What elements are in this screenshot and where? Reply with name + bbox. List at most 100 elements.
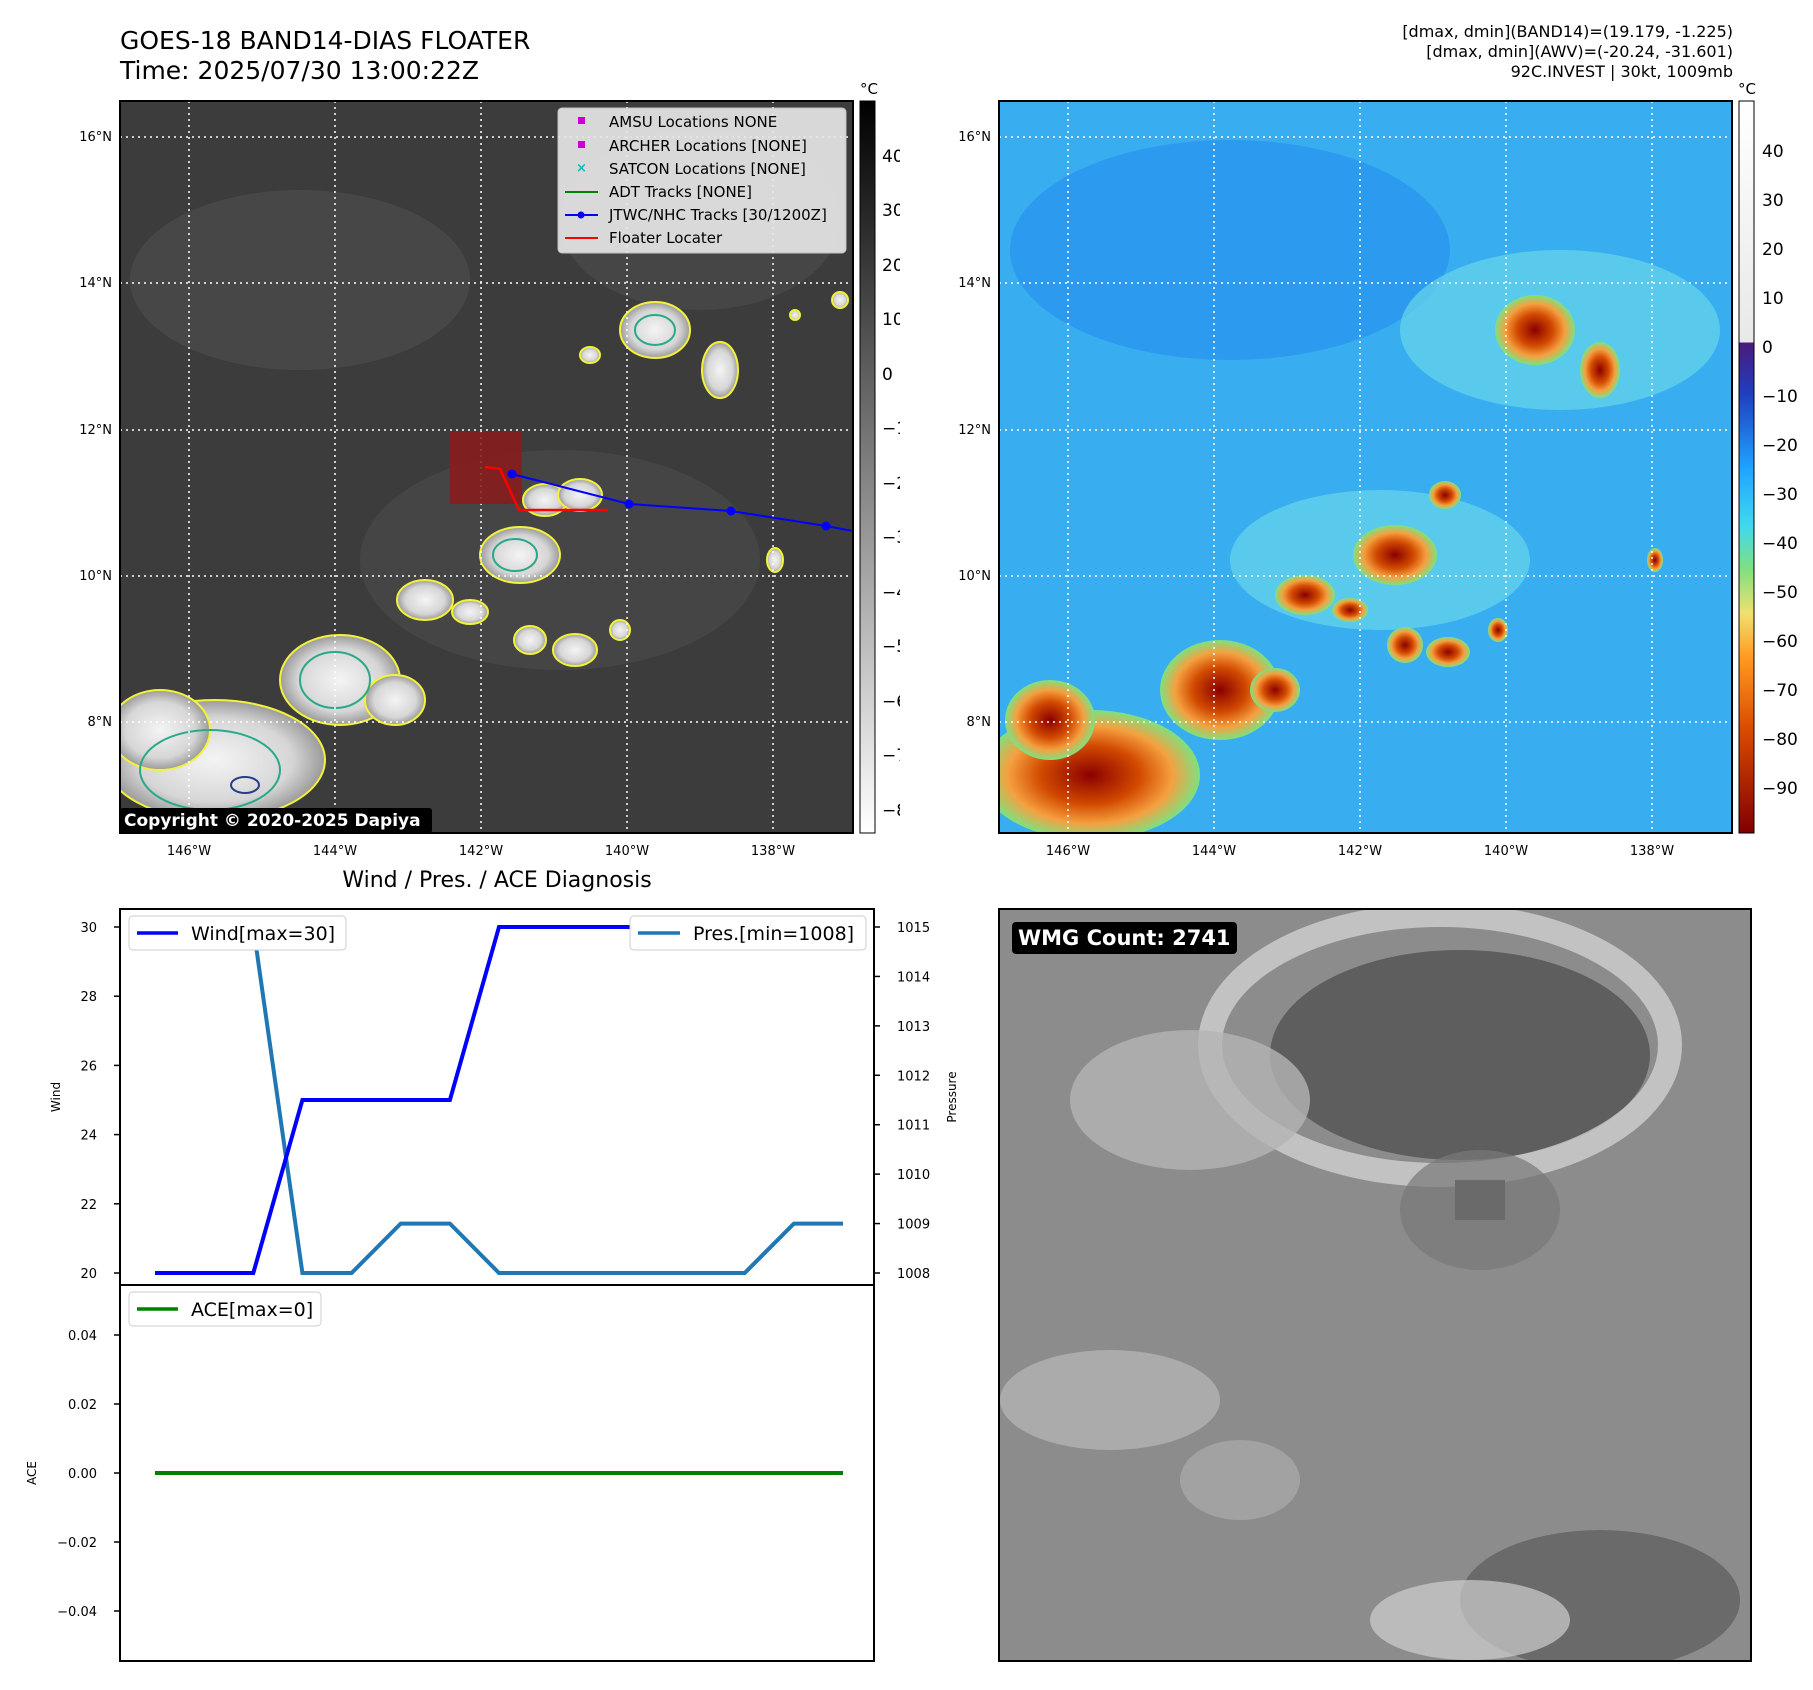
pressure-series-line — [155, 925, 843, 1275]
ir-cloud-clusters — [120, 291, 849, 821]
wind-tick-label: 30 — [80, 921, 97, 936]
jtwc-dot-icon — [577, 211, 585, 219]
awv-lon-label: 140°W — [1484, 844, 1528, 859]
awv-panel: 16°N 14°N 12°N 10°N 8°N 146°W 144°W 142°… — [958, 80, 1798, 859]
ace-legend: ACE[max=0] — [128, 1291, 322, 1327]
pres-tick-label: 1015 — [897, 921, 930, 936]
ir-cbar-tick: −50 — [882, 637, 900, 657]
legend-label: ARCHER Locations [NONE] — [609, 137, 807, 155]
awv-cloud-clusters — [999, 295, 1663, 833]
legend-label: ADT Tracks [NONE] — [609, 183, 752, 201]
wmg-pixel-field — [1000, 909, 1740, 1661]
awv-lon-label: 138°W — [1630, 844, 1674, 859]
ace-ylabel: ACE — [25, 1461, 39, 1485]
ace-tick-label: 0.02 — [68, 1398, 97, 1413]
awv-cbar-tick: 30 — [1762, 191, 1784, 211]
awv-cbar-tick: 20 — [1762, 240, 1784, 260]
awv-cbar-tick: −40 — [1762, 534, 1798, 554]
awv-cbar-tick: −10 — [1762, 387, 1798, 407]
ace-legend-label: ACE[max=0] — [191, 1299, 313, 1321]
ir-lat-label: 8°N — [88, 715, 113, 730]
pres-tick-label: 1013 — [897, 1020, 930, 1035]
awv-gridlines — [999, 101, 1732, 833]
ir-cbar-tick: 10 — [882, 310, 900, 330]
figure-title: GOES-18 BAND14-DIAS FLOATER Time: 2025/0… — [120, 26, 530, 86]
ace-tick-label: 0.00 — [68, 1467, 97, 1482]
copyright-text: Copyright © 2020-2025 Dapiya — [124, 811, 421, 831]
wind-tick-label: 20 — [80, 1267, 97, 1282]
ir-lat-label: 10°N — [79, 569, 112, 584]
jtwc-track-point — [726, 506, 736, 516]
wind-ylabel: Wind — [49, 1082, 63, 1112]
archer-marker-icon — [578, 141, 585, 148]
info-line-1: [dmax, dmin](BAND14)=(19.179, -1.225) — [1402, 22, 1733, 41]
wmg-count-label: WMG Count: 2741 — [1018, 926, 1231, 950]
jtwc-track-point — [821, 521, 831, 531]
ir-cbar-tick: 0 — [882, 365, 893, 385]
info-line-3: 92C.INVEST | 30kt, 1009mb — [1510, 62, 1733, 81]
wmg-count-bg — [1012, 922, 1237, 954]
awv-cbar-unit: °C — [1738, 80, 1756, 98]
wind-tick-label: 24 — [80, 1129, 97, 1144]
awv-cbar-tick: −20 — [1762, 436, 1798, 456]
ir-cbar-tick: 20 — [882, 256, 900, 276]
awv-lat-label: 8°N — [967, 715, 992, 730]
ir-cbar-tick: 30 — [882, 201, 900, 221]
copyright-bg — [120, 808, 432, 833]
wind-tick-label: 28 — [80, 990, 97, 1005]
ir-lon-label: 140°W — [605, 844, 649, 859]
pres-tick-label: 1009 — [897, 1218, 930, 1233]
ir-cbar-tick: 40 — [882, 147, 900, 167]
awv-lat-label: 10°N — [958, 569, 991, 584]
wind-tick-label: 22 — [80, 1198, 97, 1213]
jtwc-track-point — [507, 469, 517, 479]
awv-cbar-tick: 40 — [1762, 142, 1784, 162]
awv-colorbar — [1738, 100, 1755, 834]
awv-lon-label: 142°W — [1338, 844, 1382, 859]
jtwc-track-point — [624, 499, 634, 509]
wind-pres-axes — [119, 908, 875, 1286]
diag-title: Wind / Pres. / ACE Diagnosis — [342, 870, 651, 893]
ir-cbar-unit: °C — [860, 80, 878, 98]
ir-legend: AMSU Locations NONE ARCHER Locations [NO… — [557, 107, 847, 254]
ir-cbar-tick: −40 — [882, 583, 900, 603]
pres-legend-label: Pres.[min=1008] — [693, 923, 854, 945]
ir-cbar-tick: −10 — [882, 419, 900, 439]
wind-tick-label: 26 — [80, 1059, 97, 1074]
floater-locater-line — [484, 465, 608, 512]
awv-cbar-tick: −70 — [1762, 681, 1798, 701]
ir-lon-label: 146°W — [167, 844, 211, 859]
pres-legend: Pres.[min=1008] — [629, 915, 867, 951]
ir-lat-label: 12°N — [79, 423, 112, 438]
ace-tick-label: −0.02 — [57, 1536, 97, 1551]
legend-label: Floater Locater — [609, 229, 723, 247]
pres-tick-label: 1010 — [897, 1168, 930, 1183]
title-line-1: GOES-18 BAND14-DIAS FLOATER — [120, 26, 531, 55]
legend-label: JTWC/NHC Tracks [30/1200Z] — [608, 206, 827, 224]
legend-label: AMSU Locations NONE — [609, 113, 777, 131]
wind-legend-label: Wind[max=30] — [191, 923, 335, 945]
awv-lat-label: 16°N — [958, 130, 991, 145]
ir-lon-label: 138°W — [751, 844, 795, 859]
awv-lat-label: 14°N — [958, 276, 991, 291]
awv-cbar-tick: 0 — [1762, 338, 1773, 358]
ir-cbar-tick: −30 — [882, 528, 900, 548]
legend-label: SATCON Locations [NONE] — [609, 160, 806, 178]
pres-tick-label: 1014 — [897, 970, 930, 985]
satcon-marker-icon: × — [576, 161, 587, 176]
title-line-2: Time: 2025/07/30 13:00:22Z — [120, 56, 479, 85]
ir-cbar-tick: −80 — [882, 801, 900, 821]
awv-cbar-tick: −50 — [1762, 583, 1798, 603]
info-line-2: [dmax, dmin](AWV)=(-20.24, -31.601) — [1426, 42, 1733, 61]
awv-lon-label: 146°W — [1046, 844, 1090, 859]
ir-lat-label: 14°N — [79, 276, 112, 291]
ace-tick-label: −0.04 — [57, 1605, 97, 1620]
amsu-marker-icon — [578, 117, 585, 124]
pres-tick-label: 1011 — [897, 1119, 930, 1134]
awv-cbar-tick: −80 — [1762, 730, 1798, 750]
ir-colorbar — [859, 100, 876, 834]
ir-cbar-tick: −70 — [882, 746, 900, 766]
awv-cbar-tick: 10 — [1762, 289, 1784, 309]
pres-tick-label: 1008 — [897, 1267, 930, 1282]
wind-legend: Wind[max=30] — [128, 915, 347, 951]
